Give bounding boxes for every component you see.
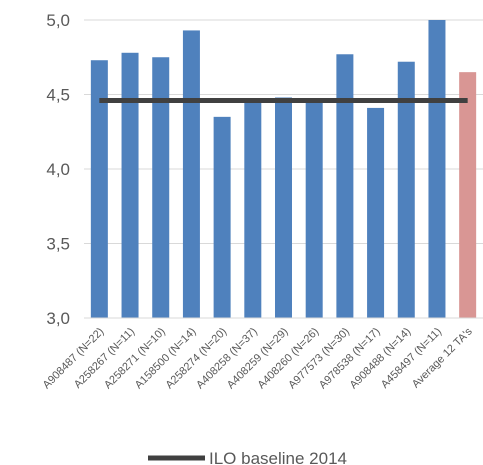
bar	[90, 60, 108, 318]
legend: ILO baseline 2014	[148, 449, 347, 465]
bar	[367, 107, 385, 318]
bar	[459, 72, 477, 319]
bar	[336, 54, 354, 319]
x-axis: A908487 (N=22)A258267 (N=11)A258271 (N=1…	[41, 317, 483, 391]
bar	[275, 97, 292, 318]
y-tick-label: 5,0	[46, 11, 70, 30]
bar	[182, 30, 200, 319]
y-axis: 3,0 3,5 4,0 4,5 5,0	[46, 11, 70, 328]
bar	[428, 20, 446, 318]
bar	[305, 100, 323, 319]
bar	[213, 116, 231, 318]
y-tick-label: 4,5	[46, 86, 70, 105]
bar	[244, 100, 262, 319]
bar	[397, 61, 415, 318]
y-tick-label: 4,0	[46, 160, 70, 179]
bar	[121, 52, 139, 318]
bar	[152, 57, 170, 318]
y-tick-label: 3,5	[46, 235, 70, 254]
y-tick-label: 3,0	[46, 309, 70, 328]
bars	[90, 20, 477, 319]
legend-baseline-label: ILO baseline 2014	[209, 449, 347, 465]
